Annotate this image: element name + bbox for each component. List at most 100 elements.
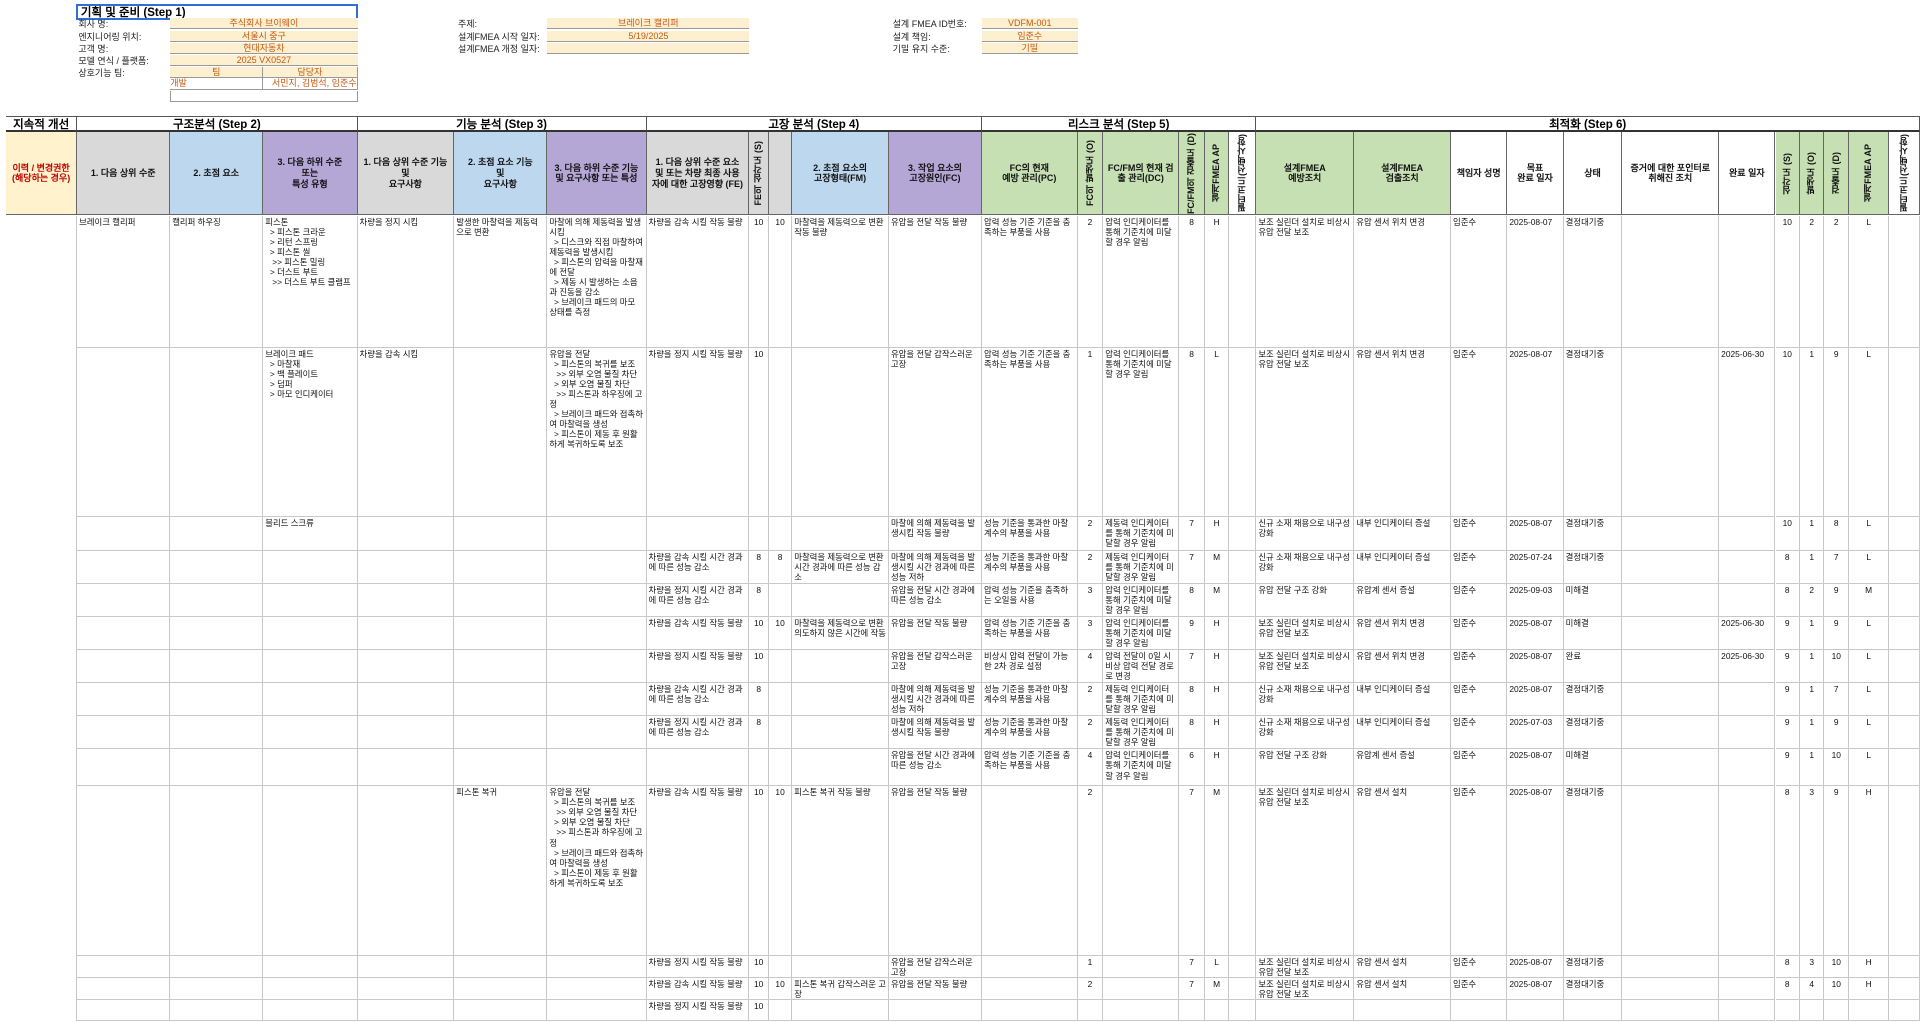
column-header: 설계FMEA AP: [1204, 132, 1230, 216]
table-cell: [170, 1000, 264, 1021]
table-cell: [792, 516, 889, 552]
table-cell: 2: [1077, 215, 1104, 348]
table-cell: [170, 786, 264, 957]
table-cell: 10: [1824, 956, 1849, 979]
table-cell: 10: [749, 650, 769, 684]
table-cell: [792, 683, 889, 717]
table-cell: 9: [1824, 347, 1849, 517]
table-cell: [6, 786, 78, 957]
table-cell: 9: [1824, 617, 1849, 651]
header-text: 1. 다음 상위 수준 기능 및 요구사항: [363, 157, 448, 189]
column-header: 1. 다음 상위 수준 요소 및 또는 차량 최종 사용 자에 대한 고장영향 …: [646, 132, 750, 216]
table-cell: 10: [1775, 516, 1800, 552]
table-cell: [1889, 749, 1920, 787]
table-cell: 8: [1824, 516, 1849, 552]
table-cell: 8: [1775, 956, 1800, 979]
team-cell: 서민지, 김범석, 임준수: [263, 78, 358, 91]
table-cell: [6, 215, 78, 348]
table-cell: [170, 683, 264, 717]
table-cell: 8: [1179, 683, 1205, 717]
table-cell: 2025-06-30: [1719, 617, 1776, 651]
table-cell: 보조 실린더 설치로 비상시 유압 전달 보조: [1256, 978, 1355, 1001]
table-cell: [77, 516, 171, 552]
table-cell: [547, 1000, 647, 1021]
table-cell: [1229, 786, 1257, 957]
table-cell: 7: [1179, 551, 1205, 585]
table-cell: [77, 584, 171, 618]
table-cell: [1889, 786, 1920, 957]
table-cell: 결정대기중: [1563, 215, 1623, 348]
field-label: 설계 FMEA ID번호:: [892, 19, 967, 30]
table-cell: 8: [749, 683, 769, 717]
table-cell: [170, 956, 264, 979]
table-cell: [454, 749, 548, 787]
table-cell: [982, 786, 1078, 957]
table-cell: 8: [1179, 716, 1205, 750]
table-cell: 7: [1824, 683, 1849, 717]
table-cell: [1889, 956, 1920, 979]
table-cell: [6, 516, 78, 552]
table-cell: 10: [749, 1000, 769, 1021]
table-cell: 제동력 인디케이터를 통해 기준치에 미달할 경우 알림: [1103, 683, 1180, 717]
table-cell: [357, 617, 455, 651]
table-cell: M: [1204, 978, 1230, 1001]
table-cell: [982, 978, 1078, 1001]
table-cell: 2025-09-03: [1507, 584, 1564, 618]
table-cell: L: [1204, 956, 1230, 979]
table-cell: 유압 전달 구조 강화: [1256, 749, 1355, 787]
table-cell: [1889, 215, 1920, 348]
table-cell: [1719, 1000, 1776, 1021]
table-cell: 2: [1077, 978, 1104, 1001]
table-cell: L: [1848, 347, 1890, 517]
table-cell: [982, 956, 1078, 979]
table-cell: 마찰에 의해 제동력을 발생시킴 작동 불량: [888, 516, 983, 552]
table-cell: 10: [749, 617, 769, 651]
table-cell: 10: [1775, 347, 1800, 517]
table-cell: 차량을 감속 시킬 작동 불량: [646, 215, 750, 348]
table-cell: [1622, 584, 1720, 618]
table-cell: 7: [1824, 551, 1849, 585]
table-cell: [547, 617, 647, 651]
table-cell: H: [1848, 786, 1890, 957]
table-cell: 피스톤 복귀 갑작스러운 고장: [792, 978, 889, 1001]
table-cell: 8: [1775, 786, 1800, 957]
table-cell: 신규 소재 채용으로 내구성 강화: [1256, 683, 1355, 717]
table-cell: 내부 인디케이터 증설: [1354, 516, 1452, 552]
table-cell: 제동력 인디케이터를 통해 기준치에 미달할 경우 알림: [1103, 551, 1180, 585]
table-cell: [77, 617, 171, 651]
table-cell: [263, 683, 358, 717]
team-header: 담당자: [263, 67, 358, 79]
table-cell: [454, 584, 548, 618]
table-cell: 마찰에 의해 제동력을 발생시킬 작동 불량: [888, 716, 983, 750]
table-cell: 2: [1077, 551, 1104, 585]
table-cell: 2025-08-07: [1507, 786, 1564, 957]
table-cell: [1229, 1000, 1257, 1021]
table-cell: 유압 전달 구조 강화: [1256, 584, 1355, 618]
table-cell: 블리드 스크류: [263, 516, 358, 552]
table-cell: 1: [1800, 617, 1825, 651]
table-cell: [1719, 749, 1776, 787]
table-cell: [1719, 716, 1776, 750]
table-cell: 유압을 전달 갑작스러운 고장: [888, 347, 983, 517]
table-cell: [1719, 956, 1776, 979]
header-text: FE의 심각도 (S): [753, 141, 764, 206]
field-label: 모델 연식 / 플랫폼:: [78, 56, 149, 67]
table-cell: 보조 실린더 설치로 비상시 유압 전달 보조: [1256, 786, 1355, 957]
table-cell: 3: [1077, 584, 1104, 618]
table-cell: [1229, 956, 1257, 979]
table-cell: [547, 716, 647, 750]
table-cell: 10: [768, 617, 793, 651]
header-text: 목표 완료 일자: [1517, 162, 1553, 184]
table-cell: [263, 978, 358, 1001]
table-cell: [170, 347, 264, 517]
table-cell: 2025-07-03: [1507, 716, 1564, 750]
table-cell: [1622, 786, 1720, 957]
table-cell: 유압을 전달 시간 경과에 따른 성능 감소: [888, 584, 983, 618]
table-cell: L: [1848, 617, 1890, 651]
table-cell: [357, 584, 455, 618]
header-text: FC의 현재 예방 관리(PC): [1002, 162, 1057, 184]
table-cell: [6, 1000, 78, 1021]
table-cell: 1: [1077, 347, 1104, 517]
team-cell: 개발: [170, 78, 264, 91]
table-cell: [1563, 1000, 1623, 1021]
